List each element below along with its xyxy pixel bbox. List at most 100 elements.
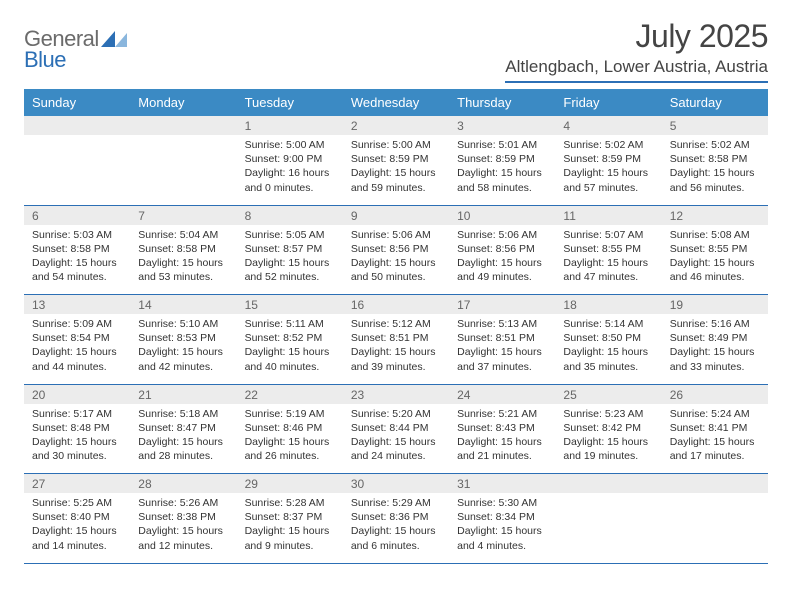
day-number: 2: [343, 116, 449, 135]
day-content-cell: Sunrise: 5:00 AMSunset: 8:59 PMDaylight:…: [343, 135, 449, 205]
title-block: July 2025 Altlengbach, Lower Austria, Au…: [505, 18, 768, 83]
day-details: Sunrise: 5:16 AMSunset: 8:49 PMDaylight:…: [670, 317, 760, 374]
day-content-cell: Sunrise: 5:29 AMSunset: 8:36 PMDaylight:…: [343, 493, 449, 563]
day-number: 24: [449, 385, 555, 404]
day-number-cell: 28: [130, 474, 236, 494]
day-details: Sunrise: 5:14 AMSunset: 8:50 PMDaylight:…: [563, 317, 653, 374]
day-number: 9: [343, 206, 449, 225]
day-content-cell: Sunrise: 5:02 AMSunset: 8:59 PMDaylight:…: [555, 135, 661, 205]
day-number: 30: [343, 474, 449, 493]
day-number-cell: 11: [555, 205, 661, 225]
day-content-cell: [130, 135, 236, 205]
location-text: Altlengbach, Lower Austria, Austria: [505, 57, 768, 83]
day-details: Sunrise: 5:21 AMSunset: 8:43 PMDaylight:…: [457, 407, 547, 464]
day-content-cell: Sunrise: 5:07 AMSunset: 8:55 PMDaylight:…: [555, 225, 661, 295]
day-number: [24, 116, 130, 135]
day-content-cell: Sunrise: 5:04 AMSunset: 8:58 PMDaylight:…: [130, 225, 236, 295]
day-number-cell: 2: [343, 116, 449, 135]
day-content-cell: Sunrise: 5:23 AMSunset: 8:42 PMDaylight:…: [555, 404, 661, 474]
calendar-table: Sunday Monday Tuesday Wednesday Thursday…: [24, 89, 768, 564]
day-number-cell: 3: [449, 116, 555, 135]
day-content-cell: Sunrise: 5:11 AMSunset: 8:52 PMDaylight:…: [237, 314, 343, 384]
day-number: 15: [237, 295, 343, 314]
day-content-cell: Sunrise: 5:18 AMSunset: 8:47 PMDaylight:…: [130, 404, 236, 474]
day-number: 6: [24, 206, 130, 225]
day-content-row: Sunrise: 5:17 AMSunset: 8:48 PMDaylight:…: [24, 404, 768, 474]
day-details: Sunrise: 5:28 AMSunset: 8:37 PMDaylight:…: [245, 496, 335, 553]
day-number: [130, 116, 236, 135]
month-title: July 2025: [505, 18, 768, 55]
day-details: Sunrise: 5:02 AMSunset: 8:58 PMDaylight:…: [670, 138, 760, 195]
day-content-cell: Sunrise: 5:20 AMSunset: 8:44 PMDaylight:…: [343, 404, 449, 474]
day-details: Sunrise: 5:18 AMSunset: 8:47 PMDaylight:…: [138, 407, 228, 464]
day-number: 26: [662, 385, 768, 404]
day-number: 21: [130, 385, 236, 404]
day-number-cell: 10: [449, 205, 555, 225]
day-details: Sunrise: 5:13 AMSunset: 8:51 PMDaylight:…: [457, 317, 547, 374]
day-content-cell: Sunrise: 5:05 AMSunset: 8:57 PMDaylight:…: [237, 225, 343, 295]
day-number: 17: [449, 295, 555, 314]
day-content-cell: Sunrise: 5:14 AMSunset: 8:50 PMDaylight:…: [555, 314, 661, 384]
day-details: Sunrise: 5:01 AMSunset: 8:59 PMDaylight:…: [457, 138, 547, 195]
day-content-cell: Sunrise: 5:25 AMSunset: 8:40 PMDaylight:…: [24, 493, 130, 563]
logo-triangle-icon: [101, 27, 127, 53]
weekday-header: Wednesday: [343, 89, 449, 116]
day-number-cell: 22: [237, 384, 343, 404]
day-number-cell: 8: [237, 205, 343, 225]
day-number-cell: 4: [555, 116, 661, 135]
day-content-row: Sunrise: 5:00 AMSunset: 9:00 PMDaylight:…: [24, 135, 768, 205]
day-number-row: 6789101112: [24, 205, 768, 225]
weekday-header: Sunday: [24, 89, 130, 116]
day-number: 19: [662, 295, 768, 314]
day-details: Sunrise: 5:23 AMSunset: 8:42 PMDaylight:…: [563, 407, 653, 464]
day-number: 16: [343, 295, 449, 314]
day-number-cell: 24: [449, 384, 555, 404]
day-number-row: 13141516171819: [24, 295, 768, 315]
day-details: Sunrise: 5:20 AMSunset: 8:44 PMDaylight:…: [351, 407, 441, 464]
day-number-cell: 5: [662, 116, 768, 135]
day-number: 12: [662, 206, 768, 225]
weekday-header: Saturday: [662, 89, 768, 116]
day-number: 3: [449, 116, 555, 135]
day-details: Sunrise: 5:29 AMSunset: 8:36 PMDaylight:…: [351, 496, 441, 553]
day-number-cell: [662, 474, 768, 494]
day-content-cell: Sunrise: 5:17 AMSunset: 8:48 PMDaylight:…: [24, 404, 130, 474]
day-number: 20: [24, 385, 130, 404]
day-number-cell: 19: [662, 295, 768, 315]
day-number: 25: [555, 385, 661, 404]
day-details: Sunrise: 5:24 AMSunset: 8:41 PMDaylight:…: [670, 407, 760, 464]
day-details: Sunrise: 5:08 AMSunset: 8:55 PMDaylight:…: [670, 228, 760, 285]
day-content-cell: Sunrise: 5:09 AMSunset: 8:54 PMDaylight:…: [24, 314, 130, 384]
day-number-cell: 20: [24, 384, 130, 404]
day-content-cell: Sunrise: 5:06 AMSunset: 8:56 PMDaylight:…: [343, 225, 449, 295]
day-content-cell: Sunrise: 5:01 AMSunset: 8:59 PMDaylight:…: [449, 135, 555, 205]
logo-line2: Blue: [24, 47, 66, 72]
day-number: 14: [130, 295, 236, 314]
day-content-cell: Sunrise: 5:06 AMSunset: 8:56 PMDaylight:…: [449, 225, 555, 295]
day-number: 4: [555, 116, 661, 135]
calendar-body: 12345Sunrise: 5:00 AMSunset: 9:00 PMDayl…: [24, 116, 768, 563]
day-number-cell: 14: [130, 295, 236, 315]
day-content-cell: Sunrise: 5:03 AMSunset: 8:58 PMDaylight:…: [24, 225, 130, 295]
day-number-cell: 26: [662, 384, 768, 404]
day-content-cell: Sunrise: 5:26 AMSunset: 8:38 PMDaylight:…: [130, 493, 236, 563]
logo: General Blue: [24, 18, 127, 73]
day-number: 5: [662, 116, 768, 135]
day-details: Sunrise: 5:06 AMSunset: 8:56 PMDaylight:…: [457, 228, 547, 285]
weekday-header: Thursday: [449, 89, 555, 116]
day-number: 28: [130, 474, 236, 493]
day-number: [662, 474, 768, 493]
day-number-cell: 17: [449, 295, 555, 315]
day-number-cell: 7: [130, 205, 236, 225]
day-number-cell: 23: [343, 384, 449, 404]
day-details: Sunrise: 5:19 AMSunset: 8:46 PMDaylight:…: [245, 407, 335, 464]
day-number-cell: 25: [555, 384, 661, 404]
day-details: Sunrise: 5:00 AMSunset: 9:00 PMDaylight:…: [245, 138, 335, 195]
day-content-cell: Sunrise: 5:19 AMSunset: 8:46 PMDaylight:…: [237, 404, 343, 474]
weekday-header-row: Sunday Monday Tuesday Wednesday Thursday…: [24, 89, 768, 116]
day-number-cell: 13: [24, 295, 130, 315]
day-number-cell: 15: [237, 295, 343, 315]
day-number-row: 12345: [24, 116, 768, 135]
calendar-page: General Blue July 2025 Altlengbach, Lowe…: [0, 0, 792, 564]
day-details: Sunrise: 5:17 AMSunset: 8:48 PMDaylight:…: [32, 407, 122, 464]
